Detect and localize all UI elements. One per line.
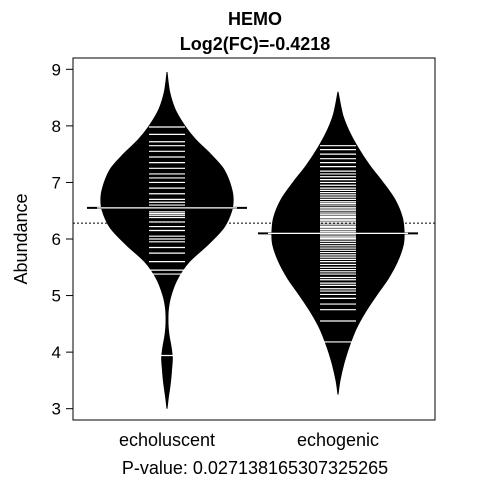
y-tick-label: 4 [52, 343, 61, 362]
category-label: echoluscent [119, 430, 215, 450]
x-axis-label: P-value: 0.027138165307325265 [122, 458, 388, 478]
y-tick-label: 9 [52, 60, 61, 79]
y-tick-label: 7 [52, 173, 61, 192]
plot-area [73, 72, 435, 409]
y-tick-label: 6 [52, 230, 61, 249]
y-axis: 3 4 5 6 7 8 9 [52, 60, 73, 419]
category-label: echogenic [297, 430, 379, 450]
x-axis: echoluscent echogenic [119, 430, 379, 450]
bean-echoluscent [87, 72, 247, 409]
bean-echogenic [258, 91, 418, 395]
chart-subtitle: Log2(FC)=-0.4218 [180, 34, 331, 54]
chart-title: HEMO [228, 9, 282, 29]
y-axis-label: Abundance [11, 193, 31, 284]
y-tick-label: 3 [52, 400, 61, 419]
y-tick-label: 5 [52, 287, 61, 306]
y-tick-label: 8 [52, 117, 61, 136]
bean-density-shape [100, 72, 234, 409]
